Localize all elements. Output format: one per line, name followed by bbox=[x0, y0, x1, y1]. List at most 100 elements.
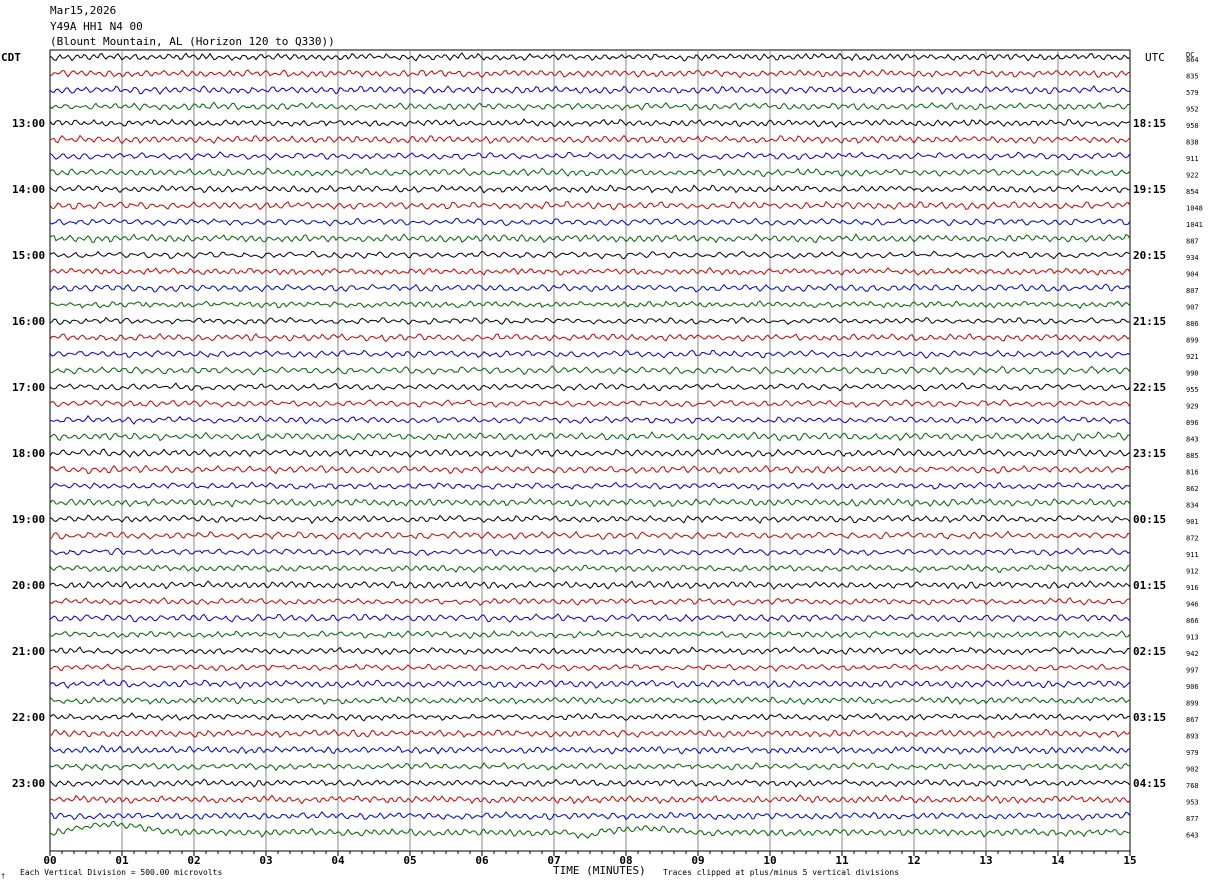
cdt-hour-label: 19:00 bbox=[12, 513, 45, 526]
dc-offset-8: 922 bbox=[1186, 172, 1199, 180]
trace-20 bbox=[49, 365, 1131, 376]
x-tick-label: 02 bbox=[187, 854, 200, 867]
x-tick-label: 03 bbox=[259, 854, 272, 867]
dc-offset-45: 768 bbox=[1186, 782, 1199, 790]
dc-offset-40: 899 bbox=[1186, 700, 1199, 708]
dc-offset-48: 643 bbox=[1186, 832, 1199, 840]
cdt-hour-label: 15:00 bbox=[12, 249, 45, 262]
trace-7 bbox=[49, 151, 1131, 161]
trace-24 bbox=[49, 431, 1131, 442]
scale-note: Each Vertical Division = 500.00 microvol… bbox=[20, 868, 222, 877]
cdt-hour-label: 13:00 bbox=[12, 117, 45, 130]
x-tick-label: 13 bbox=[979, 854, 992, 867]
trace-5 bbox=[49, 118, 1131, 128]
dc-offset-31: 911 bbox=[1186, 551, 1199, 559]
dc-offset-15: 807 bbox=[1186, 287, 1199, 295]
x-tick-label: 04 bbox=[331, 854, 345, 867]
dc-offset-13: 934 bbox=[1186, 254, 1199, 262]
dc-offset-19: 921 bbox=[1186, 353, 1199, 361]
clip-note: Traces clipped at plus/minus 5 vertical … bbox=[663, 868, 899, 877]
x-axis: 00 01 02 03 04 05 06 07 08 09 10 11 12 13 14 15 bbox=[43, 851, 1137, 867]
station-location: (Blount Mountain, AL (Horizon 120 to Q33… bbox=[50, 35, 335, 48]
cdt-hour-label: 18:00 bbox=[12, 447, 45, 460]
dc-offset-23: 896 bbox=[1186, 419, 1199, 427]
trace-47 bbox=[49, 811, 1131, 821]
trace-14 bbox=[49, 266, 1131, 276]
dc-offset-28: 834 bbox=[1186, 502, 1199, 510]
trace-1 bbox=[49, 52, 1131, 62]
dc-offset-39: 906 bbox=[1186, 683, 1199, 691]
dc-offset-33: 916 bbox=[1186, 584, 1199, 592]
trace-22 bbox=[49, 399, 1131, 408]
x-tick-label: 15 bbox=[1123, 854, 1136, 867]
trace-10 bbox=[49, 200, 1131, 211]
dc-offset-34: 946 bbox=[1186, 601, 1199, 609]
dc-offset-1: 864 bbox=[1186, 56, 1199, 64]
dc-offset-32: 912 bbox=[1186, 568, 1199, 576]
trace-15 bbox=[49, 283, 1131, 293]
utc-hour-label: 19:15 bbox=[1133, 183, 1166, 196]
cdt-hour-label: 16:00 bbox=[12, 315, 45, 328]
utc-hour-label: 22:15 bbox=[1133, 381, 1166, 394]
utc-hour-label: 01:15 bbox=[1133, 579, 1166, 592]
trace-33 bbox=[49, 580, 1131, 590]
dc-offset-14: 904 bbox=[1186, 271, 1199, 279]
trace-31 bbox=[49, 547, 1131, 557]
dc-offset-30: 872 bbox=[1186, 535, 1199, 543]
dc-offset-11: 1041 bbox=[1186, 221, 1203, 229]
dc-offset-26: 816 bbox=[1186, 469, 1199, 477]
dc-offset-18: 899 bbox=[1186, 337, 1199, 345]
trace-27 bbox=[49, 481, 1131, 491]
utc-hour-label: 21:15 bbox=[1133, 315, 1166, 328]
x-tick-label: 08 bbox=[619, 854, 632, 867]
x-tick-label: 12 bbox=[907, 854, 920, 867]
dc-offset-43: 979 bbox=[1186, 749, 1199, 757]
trace-39 bbox=[49, 679, 1131, 690]
utc-hour-label: 23:15 bbox=[1133, 447, 1166, 460]
trace-35 bbox=[49, 613, 1131, 623]
trace-44 bbox=[49, 762, 1131, 772]
cdt-hour-labels: 13:00 14:00 15:00 16:00 17:00 18:00 19:00 20:00… bbox=[12, 117, 45, 790]
cdt-hour-label: 21:00 bbox=[12, 645, 45, 658]
trace-23 bbox=[49, 415, 1131, 425]
dc-offset-3: 579 bbox=[1186, 89, 1199, 97]
utc-hour-label: 18:15 bbox=[1133, 117, 1166, 130]
trace-12 bbox=[49, 233, 1131, 244]
utc-hour-label: 00:15 bbox=[1133, 513, 1166, 526]
dc-offset-20: 990 bbox=[1186, 370, 1199, 378]
dc-offset-22: 929 bbox=[1186, 403, 1199, 411]
dc-offset-36: 913 bbox=[1186, 634, 1199, 642]
x-tick-label: 01 bbox=[115, 854, 129, 867]
dc-header: DC bbox=[1186, 51, 1194, 59]
trace-3 bbox=[49, 85, 1131, 95]
trace-16 bbox=[49, 300, 1131, 310]
dc-offset-41: 867 bbox=[1186, 716, 1199, 724]
trace-34 bbox=[49, 597, 1131, 606]
dc-offset-16: 907 bbox=[1186, 304, 1199, 312]
x-tick-label: 11 bbox=[835, 854, 849, 867]
trace-19 bbox=[49, 349, 1131, 359]
dc-offset-47: 877 bbox=[1186, 815, 1199, 823]
trace-37 bbox=[49, 646, 1131, 656]
corner-mark: † bbox=[1, 872, 5, 880]
trace-25 bbox=[49, 447, 1131, 458]
dc-offset-12: 887 bbox=[1186, 238, 1199, 246]
trace-38 bbox=[49, 663, 1131, 673]
trace-28 bbox=[49, 497, 1131, 508]
trace-32 bbox=[49, 564, 1131, 574]
trace-40 bbox=[49, 696, 1131, 706]
trace-8 bbox=[49, 167, 1131, 178]
dc-offset-42: 893 bbox=[1186, 733, 1199, 741]
trace-41 bbox=[49, 712, 1131, 722]
cdt-hour-label: 17:00 bbox=[12, 381, 45, 394]
station-id: Y49A HH1 N4 00 bbox=[50, 20, 143, 33]
trace-26 bbox=[49, 464, 1131, 475]
trace-2 bbox=[49, 68, 1131, 79]
plot-date: Mar15,2026 bbox=[50, 4, 117, 17]
trace-13 bbox=[49, 250, 1131, 260]
dc-offset-5: 958 bbox=[1186, 122, 1199, 130]
trace-layer bbox=[49, 52, 1131, 840]
cdt-label: CDT bbox=[1, 51, 21, 64]
utc-hour-label: 02:15 bbox=[1133, 645, 1166, 658]
